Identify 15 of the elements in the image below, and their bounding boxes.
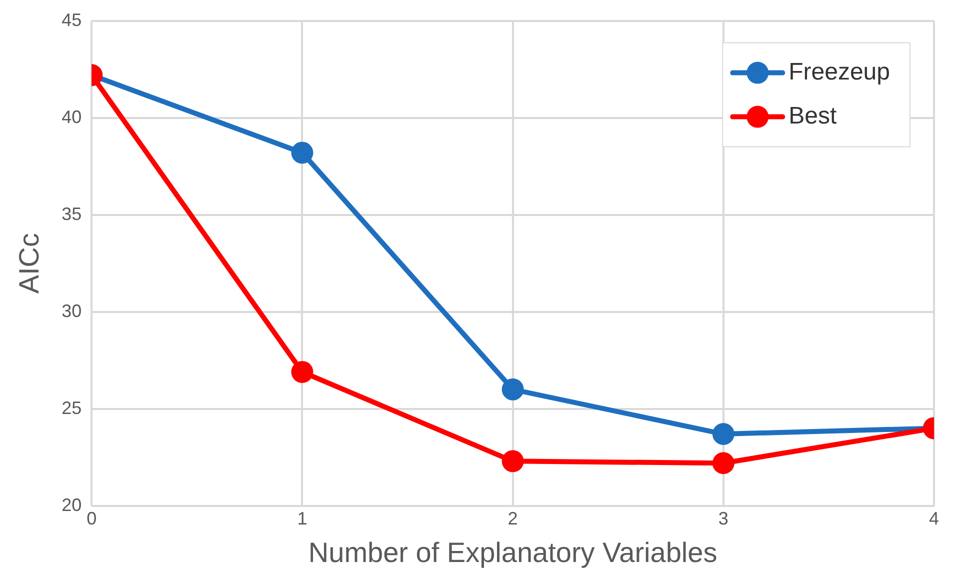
legend-label: Freezeup (788, 58, 890, 86)
y-tick-label: 40 (62, 106, 82, 127)
y-tick-label: 45 (62, 10, 82, 30)
x-tick-label: 4 (928, 508, 940, 529)
x-tick-label: 2 (508, 508, 518, 529)
y-tick-label: 35 (62, 204, 82, 224)
y-axis-title: AICc (14, 232, 45, 294)
legend-label: Best (788, 102, 837, 130)
x-tick-label: 0 (86, 508, 97, 529)
x-tick-label: 1 (297, 508, 308, 529)
x-tick-label: 3 (718, 508, 728, 529)
x-axis-title: Number of Explanatory Variables (308, 536, 718, 568)
y-tick-label: 25 (62, 398, 82, 418)
y-tick-label: 30 (62, 300, 82, 321)
y-tick-label: 20 (62, 494, 82, 515)
